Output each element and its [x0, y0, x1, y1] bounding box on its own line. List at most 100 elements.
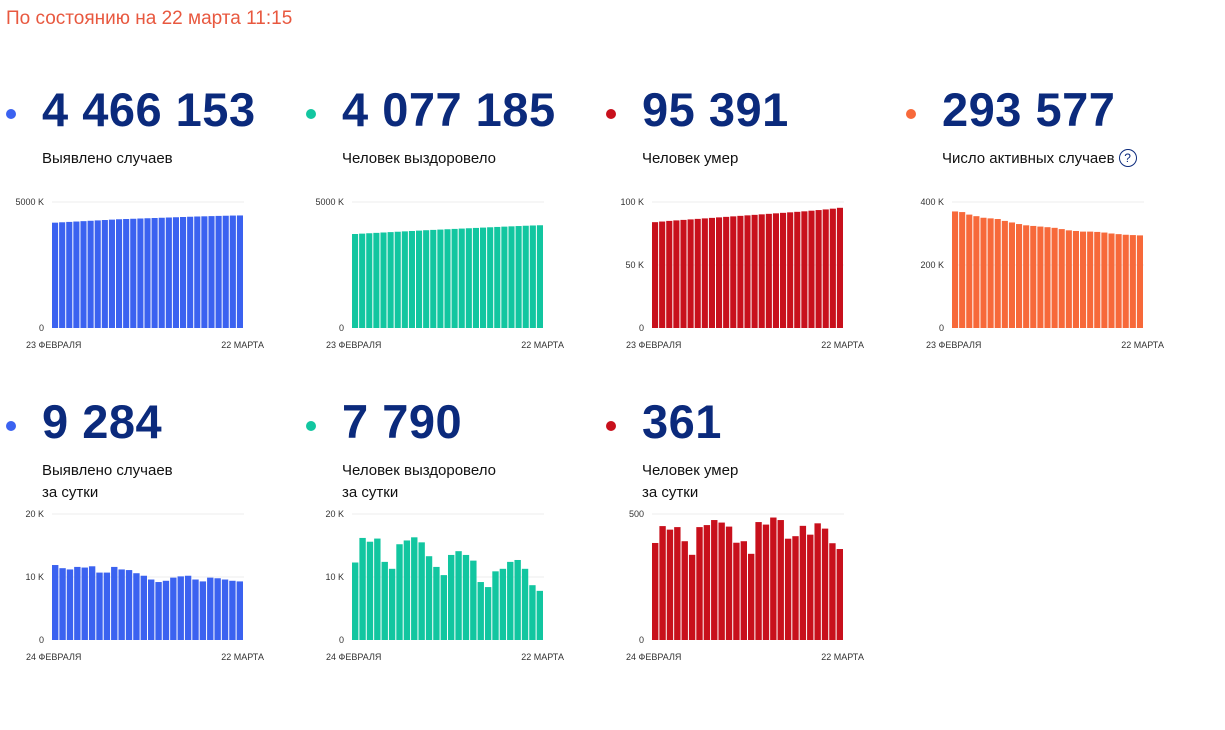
bar [652, 542, 659, 640]
bar [396, 544, 403, 640]
stat-card-0: 4 466 153 Выявлено случаев 0 5000 K 23 ФЕВРА… [6, 83, 306, 418]
x-tick-label: 24 ФЕВРАЛЯ [326, 652, 381, 662]
y-tick-label: 0 [39, 323, 44, 333]
bar [236, 215, 243, 328]
bar [148, 579, 155, 640]
bar [780, 212, 787, 328]
bar [1008, 222, 1015, 328]
bar [80, 221, 87, 328]
status-timestamp: По состоянию на 22 марта 11:15 [6, 8, 293, 29]
bar [1044, 227, 1051, 328]
stat-total: 9 284 [42, 395, 163, 448]
stat-label-text: Число активных случаев [942, 150, 1115, 167]
legend-dot [6, 109, 16, 119]
bar [155, 582, 162, 640]
bar [455, 551, 462, 640]
bar [529, 225, 536, 328]
bar [501, 226, 508, 328]
stat-card-1: 4 077 185 Человек выздоровело 0 5000 K 23 ФЕ… [306, 83, 606, 418]
bar [507, 561, 514, 640]
bar [96, 572, 103, 640]
bar [214, 578, 221, 640]
bar [423, 230, 430, 328]
x-tick-label: 24 ФЕВРАЛЯ [626, 652, 681, 662]
bar [87, 220, 94, 328]
bar [359, 233, 366, 328]
y-tick-label: 500 [629, 509, 644, 519]
bar [1016, 224, 1023, 328]
stat-total: 361 [642, 395, 722, 448]
bar [170, 577, 177, 640]
bar [659, 526, 666, 640]
bar [973, 216, 980, 328]
bar [687, 219, 694, 328]
bar [448, 554, 455, 640]
stat-card-6: 361 Человек умер за сутки 0 500 24 ФЕВРАЛЯ 22 … [606, 395, 906, 730]
bar [484, 587, 492, 640]
bar [437, 229, 444, 328]
stat-label-text: Человек выздоровело [342, 150, 496, 167]
bar [229, 215, 236, 328]
bar [492, 571, 499, 640]
bar [187, 216, 194, 328]
bar [694, 218, 701, 328]
bar [229, 580, 236, 640]
bar [829, 208, 836, 328]
bar [158, 217, 165, 328]
bar [52, 565, 59, 640]
bar [772, 213, 779, 328]
bar [1023, 225, 1030, 328]
legend-dot [306, 421, 316, 431]
bar [1129, 235, 1136, 328]
stat-label-text: Человек умер [642, 150, 739, 167]
bar [59, 222, 66, 328]
bar [162, 580, 170, 640]
x-tick-label: 22 МАРТА [1121, 340, 1164, 350]
bar [444, 229, 451, 328]
stat-label: Выявлено случаев [42, 460, 173, 482]
stat-card-3: 293 577 Число активных случаев? 0 200 K 400 … [906, 83, 1206, 418]
bar [814, 523, 821, 640]
bar [716, 217, 723, 328]
bar [751, 214, 758, 328]
bar [103, 572, 111, 640]
bar [1058, 229, 1065, 328]
bar [762, 524, 770, 640]
bar [522, 225, 529, 328]
bar [66, 569, 74, 640]
bar [472, 227, 479, 328]
y-tick-label: 0 [639, 635, 644, 645]
stat-label: Человек выздоровело [342, 460, 496, 482]
bar [88, 566, 96, 640]
help-icon[interactable]: ? [1118, 149, 1137, 167]
bar [52, 222, 59, 328]
bar [758, 214, 765, 328]
bar [499, 568, 507, 640]
stat-label: Человек умер [642, 460, 738, 482]
bar [737, 215, 744, 328]
bar [666, 529, 674, 640]
x-tick-label: 22 МАРТА [821, 652, 864, 662]
bar [821, 528, 829, 640]
bar [458, 228, 465, 328]
bar [477, 582, 484, 640]
bar [108, 219, 115, 328]
bar [123, 219, 130, 328]
bar [794, 211, 801, 328]
bar [374, 538, 381, 640]
bar [688, 554, 696, 640]
legend-dot [906, 109, 916, 119]
x-tick-label: 23 ФЕВРАЛЯ [326, 340, 381, 350]
y-tick-label: 0 [339, 323, 344, 333]
bar [215, 215, 222, 328]
bar [536, 590, 543, 640]
bar [430, 229, 437, 328]
bar-chart: 0 200 K 400 K 23 ФЕВРАЛЯ 22 МАРТА [920, 197, 1164, 350]
stat-label-text: Выявлено случаев [42, 150, 173, 167]
bar [673, 220, 680, 328]
bar [652, 222, 659, 328]
legend-dot [606, 421, 616, 431]
bar [1030, 225, 1037, 328]
bar [1108, 233, 1115, 328]
bar [125, 570, 133, 640]
